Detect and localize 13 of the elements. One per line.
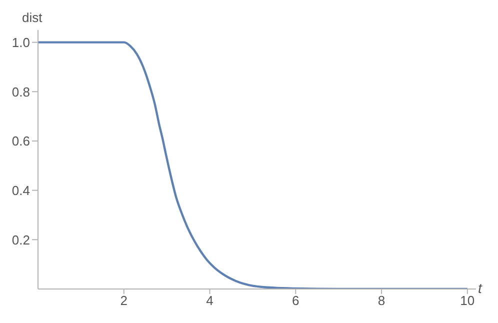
x-tick-label: 10 [460, 293, 475, 308]
y-axis-title: dist [22, 10, 42, 25]
x-tick-label: 2 [120, 293, 128, 308]
line-series [38, 41, 469, 289]
x-tick-label: 8 [378, 293, 386, 308]
x-axis-title: t [478, 280, 482, 296]
x-tick-label: 6 [292, 293, 300, 308]
y-tick-label: 0.2 [12, 232, 30, 248]
y-tick-label: 0.4 [12, 182, 30, 198]
y-tick-label: 0.8 [12, 84, 30, 100]
x-tick-label: 4 [206, 293, 214, 308]
y-tick-label: 0.6 [12, 134, 30, 149]
y-tick-label: 1.0 [12, 34, 30, 50]
